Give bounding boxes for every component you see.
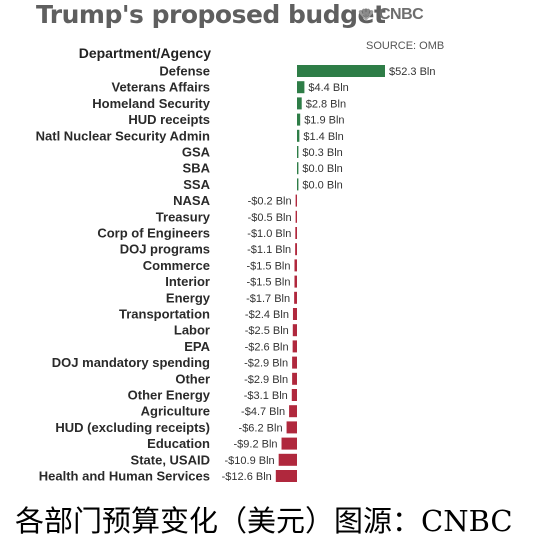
value-label: $1.9 Bln xyxy=(304,115,344,127)
category-label: HUD (excluding receipts) xyxy=(55,420,210,435)
bar xyxy=(294,291,297,304)
bar xyxy=(286,421,297,434)
bar xyxy=(281,437,297,450)
value-label: -$1.5 Bln xyxy=(246,277,290,289)
category-label: Education xyxy=(147,436,210,451)
category-label: Agriculture xyxy=(141,404,210,419)
value-label: -$2.9 Bln xyxy=(244,374,288,386)
bar xyxy=(297,65,385,77)
bar xyxy=(297,178,299,191)
bar xyxy=(297,162,299,175)
category-label: Health and Human Services xyxy=(39,469,210,484)
chart-title: Trump's proposed budget xyxy=(36,0,386,29)
bar xyxy=(292,308,297,320)
category-label: EPA xyxy=(184,339,210,354)
value-label: -$2.4 Bln xyxy=(245,309,289,321)
value-label: -$4.7 Bln xyxy=(241,406,285,418)
source-note: SOURCE: OMB xyxy=(366,40,445,52)
bar xyxy=(295,194,297,207)
bar xyxy=(278,453,297,466)
bar xyxy=(297,97,302,110)
category-label: Corp of Engineers xyxy=(97,226,210,241)
value-label: $0.0 Bln xyxy=(302,163,342,175)
category-label: Treasury xyxy=(156,209,211,224)
bar xyxy=(294,275,297,288)
bar xyxy=(289,405,297,418)
category-label: Defense xyxy=(159,64,210,79)
category-label: DOJ programs xyxy=(120,242,210,257)
value-label: -$1.0 Bln xyxy=(247,228,291,240)
column-header: Department/Agency xyxy=(78,45,211,61)
cnbc-logo: CNBC xyxy=(356,6,424,24)
category-label: Other Energy xyxy=(128,388,211,403)
value-label: $4.4 Bln xyxy=(308,82,348,94)
category-label: GSA xyxy=(182,145,211,160)
logo-text: CNBC xyxy=(379,6,424,23)
category-label: NASA xyxy=(173,193,210,208)
value-label: -$2.9 Bln xyxy=(244,358,288,370)
category-label: Natl Nuclear Security Admin xyxy=(36,128,210,143)
category-label: Labor xyxy=(174,323,210,338)
category-label: SBA xyxy=(183,161,211,176)
value-label: -$6.2 Bln xyxy=(239,422,283,434)
bar xyxy=(292,356,297,369)
bar xyxy=(275,470,297,482)
bar xyxy=(292,324,297,337)
category-label: Commerce xyxy=(143,258,210,273)
bar xyxy=(297,113,301,126)
value-label: -$0.5 Bln xyxy=(248,212,292,224)
category-label: Transportation xyxy=(119,307,210,322)
bar xyxy=(297,81,305,94)
value-label: -$1.1 Bln xyxy=(247,244,291,256)
value-label: $52.3 Bln xyxy=(389,66,435,78)
value-label: -$3.1 Bln xyxy=(244,390,288,402)
category-label: Energy xyxy=(166,290,211,305)
category-label: Veterans Affairs xyxy=(111,80,210,95)
value-label: -$2.6 Bln xyxy=(245,341,289,353)
category-label: DOJ mandatory spending xyxy=(52,355,210,370)
bar xyxy=(292,340,297,353)
value-label: -$2.5 Bln xyxy=(245,325,289,337)
bar xyxy=(291,389,297,401)
value-label: -$10.9 Bln xyxy=(225,455,275,467)
bar xyxy=(292,372,297,385)
value-label: $0.3 Bln xyxy=(302,147,342,159)
value-label: -$1.7 Bln xyxy=(246,293,290,305)
category-label: State, USAID xyxy=(131,452,210,467)
category-label: HUD receipts xyxy=(128,112,210,127)
category-label: SSA xyxy=(183,177,210,192)
category-label: Interior xyxy=(165,274,210,289)
bar xyxy=(297,129,300,142)
value-label: -$0.2 Bln xyxy=(248,196,292,208)
category-label: Homeland Security xyxy=(92,96,211,111)
value-label: -$9.2 Bln xyxy=(233,439,277,451)
bar xyxy=(295,243,297,256)
value-label: -$1.5 Bln xyxy=(246,260,290,272)
bar xyxy=(294,259,297,272)
value-label: $0.0 Bln xyxy=(302,179,342,191)
value-label: $2.8 Bln xyxy=(306,98,346,110)
peacock-icon xyxy=(358,8,374,21)
value-label: $1.4 Bln xyxy=(303,131,343,143)
bar xyxy=(297,146,299,158)
bar xyxy=(295,227,297,239)
category-label: Other xyxy=(175,371,210,386)
value-label: -$12.6 Bln xyxy=(222,471,272,483)
bar xyxy=(295,210,297,223)
image-caption: 各部门预算变化（美元）图源：CNBC xyxy=(15,504,513,538)
